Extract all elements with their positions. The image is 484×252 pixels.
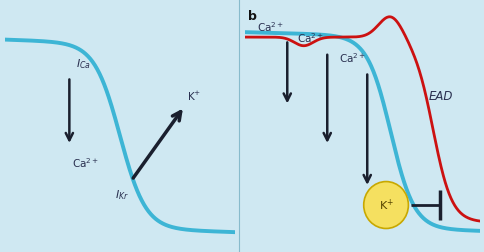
Text: Ca$^{2+}$: Ca$^{2+}$ — [296, 32, 323, 45]
Text: EAD: EAD — [427, 90, 452, 103]
Text: I$_{Kr}$: I$_{Kr}$ — [115, 188, 129, 202]
Text: K$^{+}$: K$^{+}$ — [378, 197, 393, 213]
Text: Ca$^{2+}$: Ca$^{2+}$ — [338, 51, 365, 65]
Text: K$^{+}$: K$^{+}$ — [186, 90, 201, 103]
Text: Ca$^{2+}$: Ca$^{2+}$ — [72, 156, 99, 170]
Text: b: b — [248, 10, 257, 23]
Circle shape — [363, 181, 408, 229]
Text: Ca$^{2+}$: Ca$^{2+}$ — [256, 20, 283, 34]
Text: I$_{Ca}$: I$_{Ca}$ — [76, 57, 91, 71]
